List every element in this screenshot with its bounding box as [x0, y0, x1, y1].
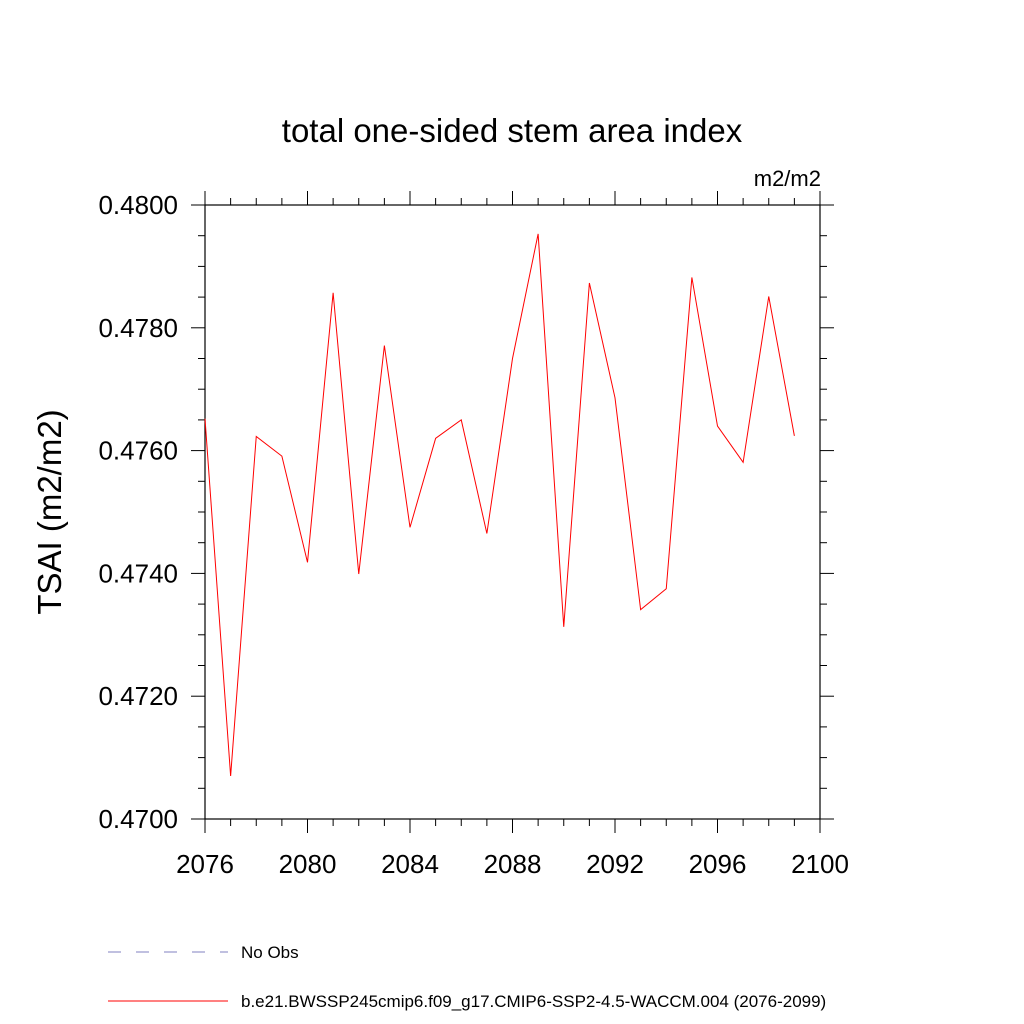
- y-tick-label: 0.4780: [98, 313, 178, 343]
- y-axis-label: TSAI (m2/m2): [31, 409, 68, 614]
- chart-title: total one-sided stem area index: [282, 112, 743, 149]
- x-tick-label: 2092: [586, 849, 644, 879]
- x-tick-label: 2096: [689, 849, 747, 879]
- plot-axes: [204, 204, 821, 820]
- y-tick-label: 0.4700: [98, 804, 178, 834]
- x-tick-label: 2084: [381, 849, 439, 879]
- y-tick-label: 0.4740: [98, 558, 178, 588]
- x-tick-label: 2076: [176, 849, 234, 879]
- legend-label: b.e21.BWSSP245cmip6.f09_g17.CMIP6-SSP2-4…: [241, 992, 826, 1011]
- series-layer: [204, 233, 795, 777]
- legend-label: No Obs: [241, 943, 299, 962]
- x-tick-label: 2088: [484, 849, 542, 879]
- series-line: [204, 233, 795, 777]
- y-tick-label: 0.4760: [98, 436, 178, 466]
- tick-labels: 2076 2080 2084 2088 2092 2096 2100 0.4700 0.4720…: [98, 190, 848, 879]
- x-tick-label: 2080: [279, 849, 337, 879]
- axis-ticks: [191, 191, 834, 833]
- legend: No Obs b.e21.BWSSP245cmip6.f09_g17.CMIP6-…: [108, 943, 826, 1011]
- x-tick-label: 2100: [791, 849, 849, 879]
- units-label: m2/m2: [754, 166, 821, 191]
- y-tick-label: 0.4800: [98, 190, 178, 220]
- plot-frame: [204, 204, 821, 820]
- y-tick-label: 0.4720: [98, 681, 178, 711]
